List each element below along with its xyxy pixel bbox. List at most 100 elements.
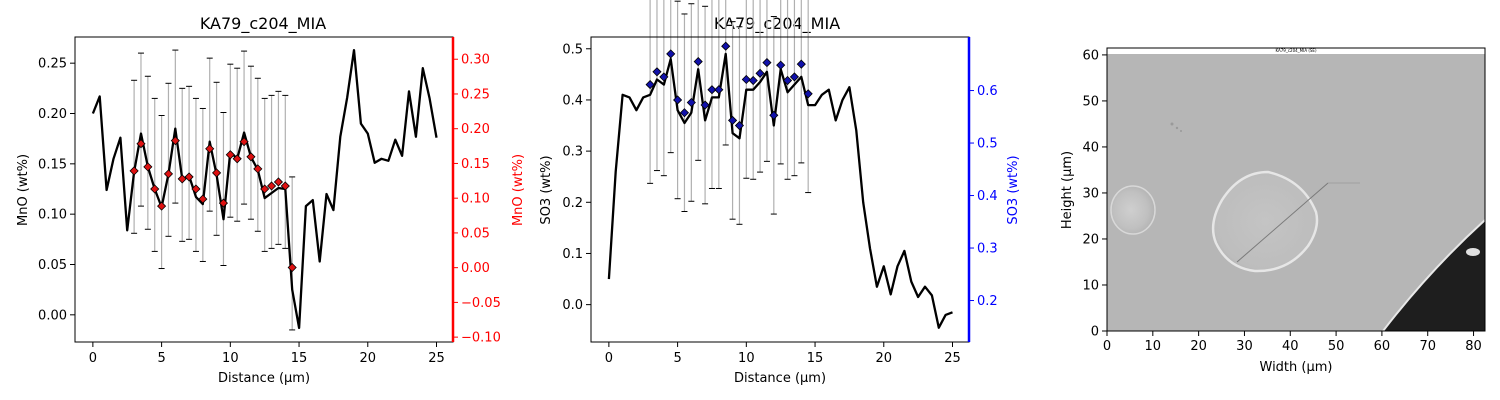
right-y-axis-label: SO3 (wt%) xyxy=(1006,155,1021,224)
y-tick-label: 0.25 xyxy=(38,57,67,72)
x-tick-label: 10 xyxy=(1145,339,1162,354)
x-tick-label: 0 xyxy=(605,351,613,366)
error-bar xyxy=(220,111,227,266)
error-bar xyxy=(247,65,254,220)
error-bar xyxy=(261,97,268,252)
spot-markers xyxy=(645,41,813,131)
spot-marker xyxy=(232,154,242,164)
x-tick-label: 25 xyxy=(944,351,961,366)
y-axis-label: SO3 (wt%) xyxy=(539,155,554,224)
x-axis-label: Width (µm) xyxy=(1260,360,1333,375)
spot-marker xyxy=(177,174,187,184)
spot-marker xyxy=(769,110,779,120)
x-ticks: 0 5 10 15 20 25 xyxy=(89,342,445,366)
spot-marker xyxy=(707,85,717,95)
spot-marker xyxy=(762,58,772,68)
right-y-tick-label: −0.10 xyxy=(461,331,501,346)
error-bar xyxy=(151,97,158,252)
error-bar xyxy=(158,115,165,270)
error-bar xyxy=(227,63,234,218)
x-tick-label: 0 xyxy=(1103,339,1111,354)
y-tick-label: 50 xyxy=(1082,94,1099,109)
spot-marker xyxy=(803,89,813,99)
spot-marker xyxy=(191,184,201,194)
x-tick-label: 0 xyxy=(89,351,97,366)
right-y-tick-label: 0.05 xyxy=(461,226,490,241)
spot-marker xyxy=(714,85,724,95)
error-bar xyxy=(199,107,206,262)
spot-marker xyxy=(143,162,153,172)
melt-inclusion xyxy=(1211,170,1319,273)
spot-marker xyxy=(260,184,270,194)
spot-marker xyxy=(679,108,690,118)
y-tick-label: 10 xyxy=(1082,278,1099,293)
error-bar xyxy=(275,90,282,245)
spot-marker xyxy=(700,100,710,110)
error-bars xyxy=(131,49,296,331)
spot-marker xyxy=(796,59,806,69)
error-bar xyxy=(186,85,193,240)
sem-image-panel: KA79_c204_MIA (SE) 0 10 20 30 40 50 60 70 80 0 10… xyxy=(1060,47,1486,375)
x-tick-label: 20 xyxy=(1190,339,1207,354)
mno-profile-panel: KA79_c204_MIA 0 5 10 15 20 25 0.00 0.05 0.10 0.1… xyxy=(16,14,526,386)
spot-marker xyxy=(205,144,215,154)
error-bar xyxy=(268,94,275,249)
spot-marker xyxy=(273,177,283,187)
spot-marker xyxy=(789,72,799,82)
profile-series xyxy=(91,48,438,330)
y-tick-label: 0.20 xyxy=(38,107,67,122)
spot-marker xyxy=(280,181,290,191)
left-inclusion xyxy=(1111,186,1155,234)
error-bar xyxy=(137,52,144,207)
right-y-tick-label: 0.4 xyxy=(977,189,998,204)
y-tick-label: 0.2 xyxy=(562,196,583,211)
x-ticks: 0 5 10 15 20 25 xyxy=(605,342,961,366)
right-y-ticks: 0.2 0.3 0.4 0.5 0.6 xyxy=(969,84,998,309)
right-y-tick-label: 0.3 xyxy=(977,242,998,257)
right-y-tick-label: −0.05 xyxy=(461,296,501,311)
spot-marker xyxy=(693,56,703,67)
x-tick-label: 30 xyxy=(1236,339,1253,354)
x-tick-label: 10 xyxy=(222,351,239,366)
error-bar xyxy=(144,75,151,230)
x-tick-label: 40 xyxy=(1282,339,1299,354)
spot-marker xyxy=(728,115,738,125)
y-tick-label: 0 xyxy=(1091,325,1099,340)
spot-marker xyxy=(136,139,146,149)
x-tick-label: 15 xyxy=(291,351,308,366)
y-axis-label: Height (µm) xyxy=(1060,151,1075,229)
spot-marker xyxy=(776,60,786,70)
spot-marker xyxy=(157,201,167,211)
x-tick-label: 5 xyxy=(673,351,681,366)
x-tick-label: 70 xyxy=(1419,339,1436,354)
x-axis-label: Distance (µm) xyxy=(734,371,826,386)
spot-marker xyxy=(212,168,222,178)
x-tick-label: 60 xyxy=(1374,339,1391,354)
y-tick-label: 0.10 xyxy=(38,208,67,223)
spot-marker xyxy=(645,80,655,90)
y-tick-label: 0.15 xyxy=(38,157,67,172)
y-tick-label: 40 xyxy=(1082,140,1099,155)
spot-marker xyxy=(170,136,180,146)
image-caption: KA79_c204_MIA (SE) xyxy=(1275,48,1316,53)
image-frame xyxy=(1106,47,1486,332)
y-tick-label: 20 xyxy=(1082,232,1099,247)
right-y-tick-label: 0.25 xyxy=(461,87,490,102)
error-bar xyxy=(213,81,220,236)
y-ticks: 0 10 20 30 40 50 60 xyxy=(1082,48,1107,340)
x-tick-label: 80 xyxy=(1465,339,1482,354)
error-bar xyxy=(282,94,289,249)
y-tick-label: 0.4 xyxy=(562,93,583,108)
spot-marker xyxy=(686,97,696,108)
right-y-tick-label: 0.20 xyxy=(461,122,490,137)
spot-marker xyxy=(266,181,277,191)
y-axis-label: MnO (wt%) xyxy=(16,154,31,226)
right-y-tick-label: 0.00 xyxy=(461,261,490,276)
error-bar xyxy=(289,176,296,331)
chart-title: KA79_c204_MIA xyxy=(200,14,326,34)
spot-marker xyxy=(253,164,263,174)
spot-marker xyxy=(287,262,297,273)
error-bar xyxy=(165,82,172,237)
spot-marker xyxy=(225,150,235,160)
